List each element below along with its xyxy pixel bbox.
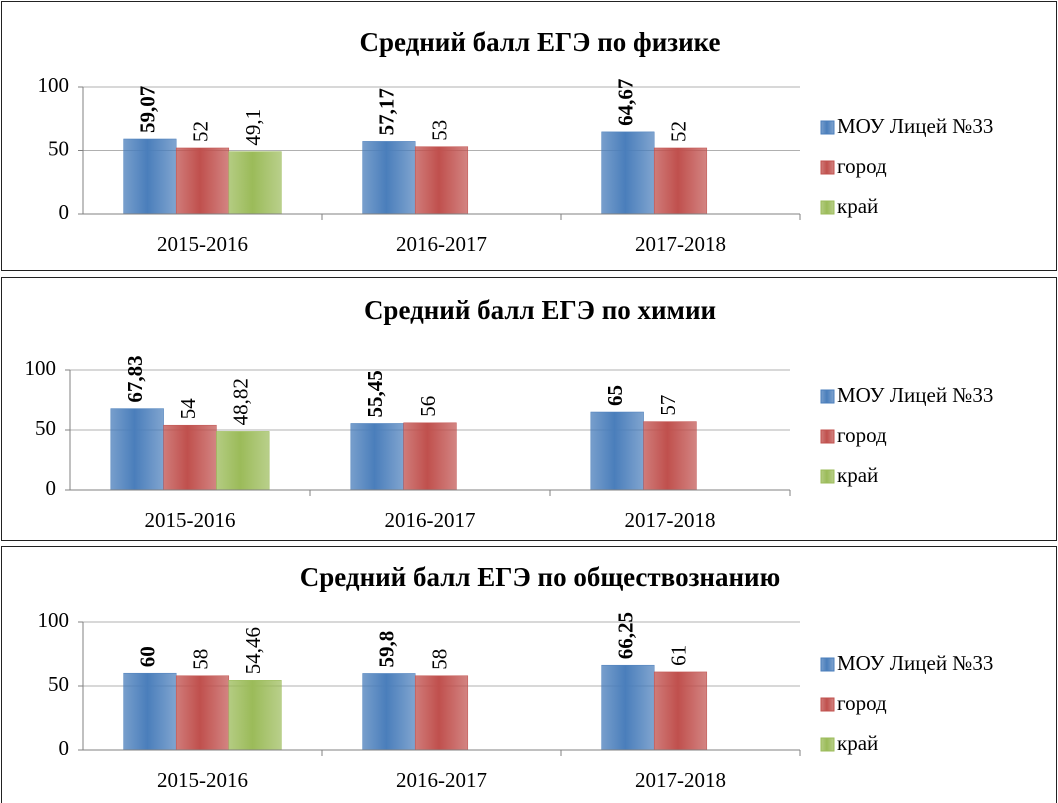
y-tick-label: 100 <box>38 608 70 632</box>
bar <box>414 146 469 215</box>
data-label: 55,45 <box>363 370 387 417</box>
bar <box>403 422 457 491</box>
y-tick-label: 100 <box>25 356 57 380</box>
bar <box>362 673 416 751</box>
bar <box>601 664 655 751</box>
bar <box>163 424 217 491</box>
frame <box>1 1 1057 271</box>
data-label: 56 <box>416 396 440 417</box>
x-tick-label: 2017-2018 <box>635 232 726 256</box>
bar <box>175 675 230 751</box>
legend-label: город <box>837 691 887 715</box>
x-tick-label: 2015-2016 <box>145 508 236 532</box>
bar <box>350 423 404 491</box>
legend-swatch <box>820 429 835 444</box>
data-label: 64,67 <box>614 79 638 126</box>
bar <box>653 671 708 751</box>
legend-swatch <box>820 200 835 215</box>
x-tick-label: 2016-2017 <box>396 768 487 792</box>
y-tick-label: 0 <box>46 476 57 500</box>
bar <box>362 141 416 215</box>
frame <box>1 277 1057 541</box>
bar <box>228 151 282 215</box>
legend-label: край <box>837 194 878 218</box>
data-label: 65 <box>603 385 627 406</box>
data-label: 58 <box>188 649 212 670</box>
data-label: 61 <box>666 645 690 666</box>
bar <box>643 421 697 491</box>
data-label: 67,83 <box>123 355 147 402</box>
bar <box>590 411 644 491</box>
y-tick-label: 50 <box>48 672 69 696</box>
legend-swatch <box>820 737 835 752</box>
x-tick-label: 2017-2018 <box>625 508 716 532</box>
y-tick-label: 0 <box>59 200 70 224</box>
bar <box>414 675 469 751</box>
legend-label: край <box>837 731 878 755</box>
legend-swatch <box>820 697 835 712</box>
bar <box>216 431 270 491</box>
bar <box>653 147 708 215</box>
y-tick-label: 0 <box>59 736 70 760</box>
legend-label: МОУ Лицей №33 <box>837 651 993 675</box>
y-tick-label: 50 <box>48 136 69 160</box>
chart-title: Средний балл ЕГЭ по химии <box>364 295 716 325</box>
bar <box>228 680 282 751</box>
x-tick-label: 2016-2017 <box>396 232 487 256</box>
data-label: 54 <box>176 398 200 420</box>
legend-swatch <box>820 469 835 484</box>
bar <box>175 147 230 215</box>
data-label: 49,1 <box>241 109 265 146</box>
chart-title: Средний балл ЕГЭ по физике <box>359 27 720 57</box>
bar <box>601 131 655 215</box>
data-label: 60 <box>136 646 160 667</box>
bar <box>123 672 177 751</box>
data-label: 57,17 <box>375 88 399 135</box>
data-label: 66,25 <box>614 612 638 659</box>
x-tick-label: 2017-2018 <box>635 768 726 792</box>
data-label: 59,07 <box>136 86 160 133</box>
legend-swatch <box>820 160 835 175</box>
legend-label: город <box>837 423 887 447</box>
bar <box>123 138 177 215</box>
data-label: 53 <box>427 120 451 141</box>
y-tick-label: 100 <box>38 73 70 97</box>
y-tick-label: 50 <box>35 416 56 440</box>
x-tick-label: 2015-2016 <box>157 768 248 792</box>
data-label: 54,46 <box>241 627 265 674</box>
data-label: 58 <box>427 649 451 670</box>
legend-swatch <box>820 657 835 672</box>
x-tick-label: 2015-2016 <box>157 232 248 256</box>
data-label: 59,8 <box>375 631 399 668</box>
legend-swatch <box>820 389 835 404</box>
data-label: 48,82 <box>229 378 253 425</box>
data-label: 52 <box>188 121 212 142</box>
legend-label: край <box>837 463 878 487</box>
bar <box>110 408 164 491</box>
legend-label: город <box>837 154 887 178</box>
x-tick-label: 2016-2017 <box>385 508 476 532</box>
frame <box>1 546 1057 803</box>
data-label: 57 <box>656 395 680 416</box>
chart-title: Средний балл ЕГЭ по обществознанию <box>300 562 780 592</box>
data-label: 52 <box>666 121 690 142</box>
legend-swatch <box>820 120 835 135</box>
legend-label: МОУ Лицей №33 <box>837 383 993 407</box>
legend-label: МОУ Лицей №33 <box>837 114 993 138</box>
